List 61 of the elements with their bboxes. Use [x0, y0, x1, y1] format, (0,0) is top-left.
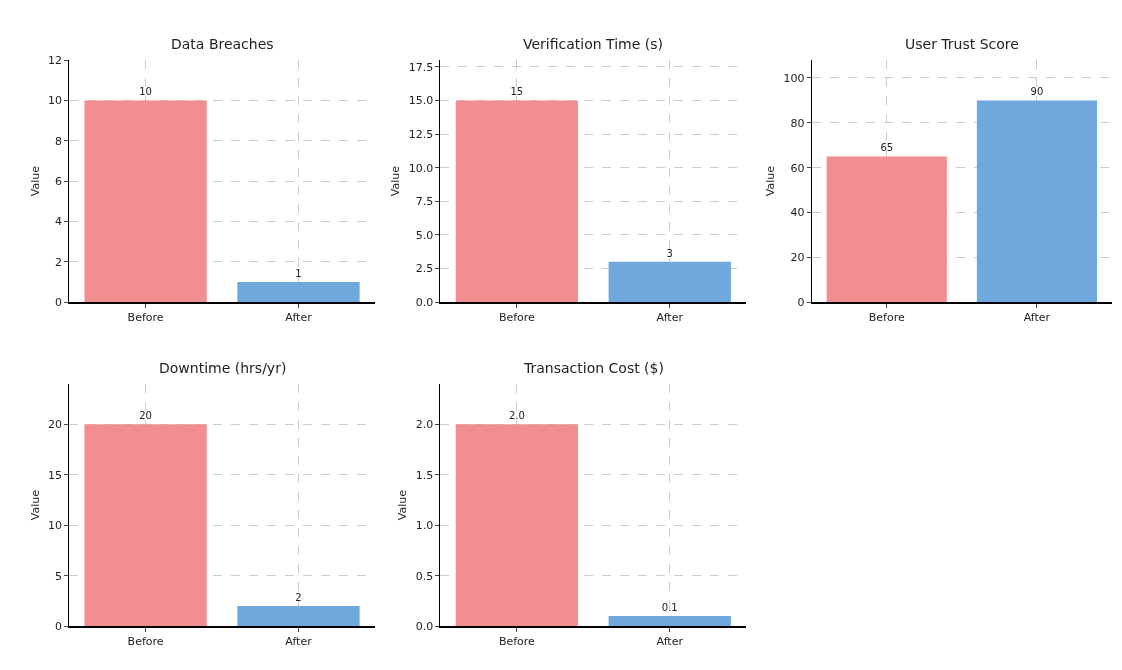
data-label: 90 — [1030, 86, 1044, 98]
data-label: 1 — [295, 268, 302, 280]
y-tick-label: 0.0 — [415, 619, 434, 633]
y-tick-label: 5 — [54, 569, 62, 583]
data-label: 65 — [880, 142, 894, 154]
y-tick-label: 10 — [47, 519, 62, 533]
chart-title: User Trust Score — [905, 36, 1019, 52]
data-label: 3 — [666, 247, 673, 259]
data-label: 2 — [295, 591, 302, 603]
y-tick-label: 10 — [47, 94, 62, 108]
y-tick-label: 12 — [47, 53, 62, 67]
y-tick-label: 7.5 — [415, 195, 434, 209]
x-tick-label: Before — [127, 311, 164, 325]
y-tick-label: 0 — [797, 296, 805, 310]
y-axis-title: Value — [764, 165, 778, 197]
y-tick-label: 1.0 — [415, 519, 434, 533]
x-tick-label: Before — [127, 635, 164, 649]
y-tick-label: 15 — [47, 468, 62, 482]
data-label: 10 — [139, 86, 152, 98]
y-tick-label: 2.5 — [415, 262, 434, 276]
y-tick-label: 10.0 — [408, 161, 434, 175]
y-axis-title: Value — [28, 489, 42, 521]
x-tick-label: After — [285, 311, 313, 325]
y-tick-label: 20 — [790, 251, 805, 265]
y-tick-label: 1.5 — [415, 468, 434, 482]
y-tick-label: 17.5 — [408, 60, 434, 74]
y-tick-label: 15.0 — [408, 94, 434, 108]
x-tick-label: Before — [498, 635, 536, 649]
y-tick-label: 2.0 — [415, 418, 434, 432]
y-tick-label: 20 — [47, 418, 62, 432]
data-label: 0.1 — [661, 602, 678, 614]
chart-title: Transaction Cost ($) — [523, 360, 664, 376]
x-tick-label: After — [285, 635, 313, 649]
data-label: 20 — [139, 410, 152, 422]
y-tick-label: 0 — [54, 619, 62, 633]
y-tick-label: 80 — [790, 116, 805, 130]
y-tick-label: 6 — [54, 174, 62, 188]
chart-title: Data Breaches — [171, 36, 274, 52]
y-tick-label: 40 — [790, 206, 805, 220]
y-tick-label: 8 — [54, 134, 62, 148]
x-tick-label: After — [1023, 311, 1051, 325]
y-tick-label: 2 — [54, 255, 62, 269]
chart-title: Verification Time (s) — [523, 36, 664, 52]
data-label: 2.0 — [508, 410, 525, 422]
y-tick-label: 12.5 — [408, 127, 434, 141]
y-axis-title: Value — [396, 489, 410, 521]
y-tick-label: 60 — [790, 161, 805, 175]
chart-title: Downtime (hrs/yr) — [159, 360, 287, 376]
y-tick-label: 100 — [783, 71, 805, 85]
x-tick-label: Before — [868, 311, 905, 325]
y-axis-title: Value — [389, 165, 403, 197]
y-tick-label: 4 — [54, 215, 62, 229]
data-label: 15 — [510, 86, 524, 98]
y-tick-label: 0.0 — [415, 296, 434, 310]
x-tick-label: After — [656, 635, 684, 649]
y-tick-label: 5.0 — [415, 228, 434, 242]
x-tick-label: Before — [498, 311, 536, 325]
y-axis-title: Value — [28, 165, 42, 197]
y-tick-label: 0.5 — [415, 569, 434, 583]
y-tick-label: 0 — [54, 296, 62, 310]
x-tick-label: After — [656, 311, 684, 325]
